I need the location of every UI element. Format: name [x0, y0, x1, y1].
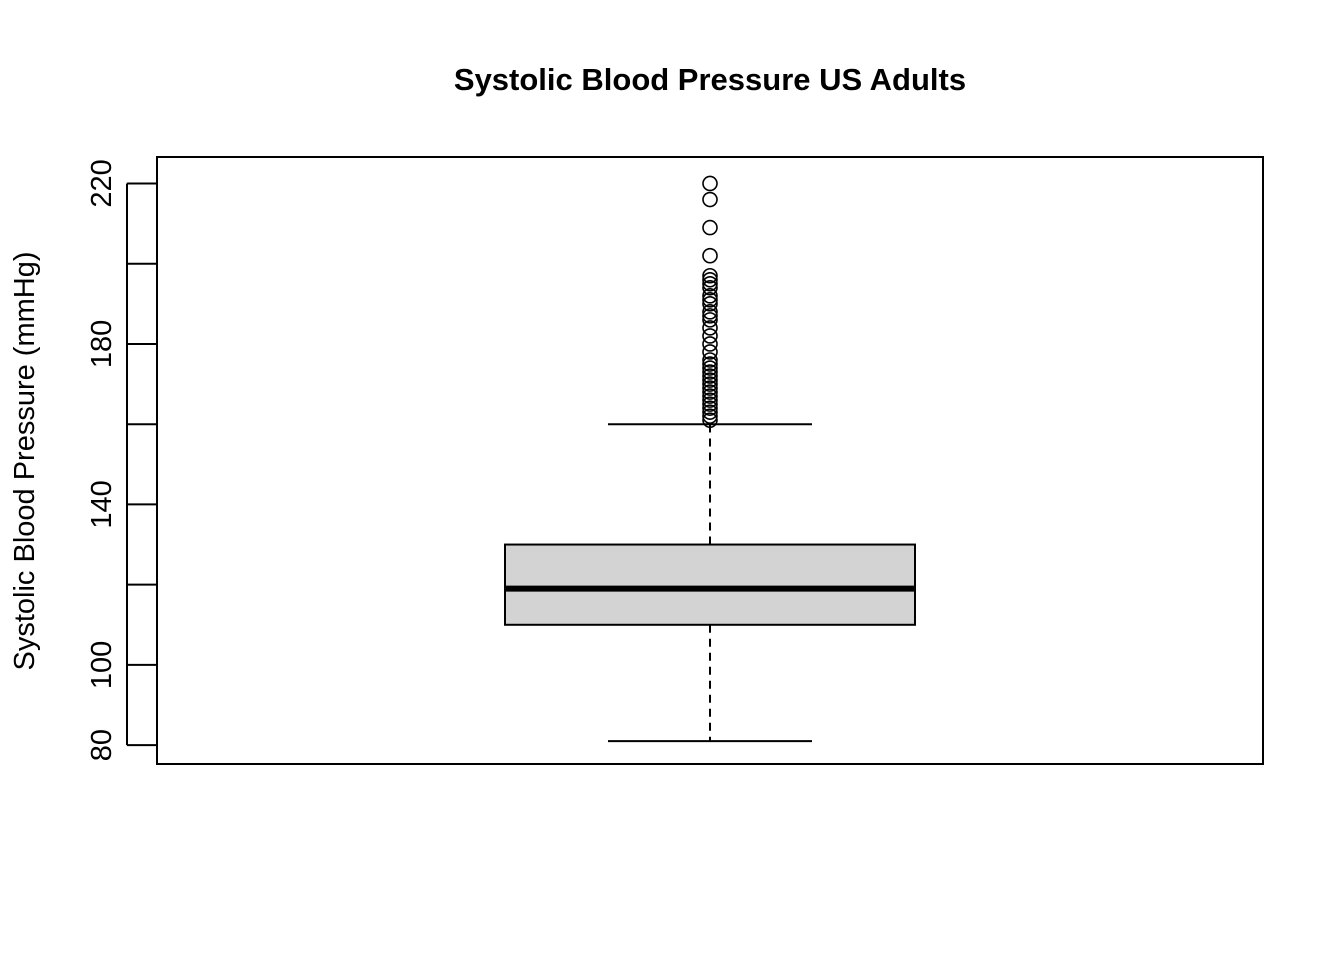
outlier-point [702, 368, 718, 384]
y-tick-label: 80 [86, 729, 118, 761]
outlier-point [702, 360, 718, 376]
outlier-point [702, 219, 718, 236]
outlier-point [702, 292, 718, 308]
outlier-point [702, 312, 718, 328]
outlier-point [702, 376, 718, 392]
outlier-point [702, 396, 718, 412]
outlier-point [702, 388, 718, 404]
outlier-point [702, 412, 718, 428]
outliers-group [702, 175, 718, 428]
outlier-point [702, 400, 718, 416]
y-axis: 80 100 140 180 220 [86, 159, 157, 761]
outlier-point [702, 320, 718, 336]
y-axis-label: Systolic Blood Pressure (mmHg) [9, 252, 41, 671]
outlier-point [702, 304, 718, 320]
outlier-point [702, 384, 718, 400]
outlier-point [702, 372, 718, 388]
y-tick-label: 180 [86, 320, 118, 368]
outlier-point [702, 336, 718, 352]
boxplot-group [504, 423, 916, 743]
outlier-point [702, 344, 718, 360]
outlier-point [702, 364, 718, 380]
outlier-point [702, 352, 718, 368]
outlier-point [702, 392, 718, 408]
outlier-point [702, 288, 718, 304]
outlier-point [702, 296, 718, 312]
y-tick-label: 100 [86, 641, 118, 689]
iqr-box [504, 543, 916, 626]
outlier-point [702, 191, 718, 208]
outlier-point [702, 275, 718, 292]
plot-frame [156, 156, 1264, 765]
outlier-point [702, 380, 718, 396]
outlier-point [702, 308, 718, 324]
outlier-point [702, 175, 718, 192]
outlier-point [702, 328, 718, 344]
outlier-point [702, 408, 718, 424]
y-tick-label: 140 [86, 480, 118, 528]
outlier-point [702, 356, 718, 372]
outlier-point [702, 404, 718, 420]
outlier-point [702, 279, 718, 296]
outlier-point [702, 267, 718, 284]
outlier-point [702, 247, 718, 264]
y-tick-label: 220 [86, 159, 118, 207]
outlier-point [702, 271, 718, 288]
chart-title: Systolic Blood Pressure US Adults [454, 62, 966, 97]
